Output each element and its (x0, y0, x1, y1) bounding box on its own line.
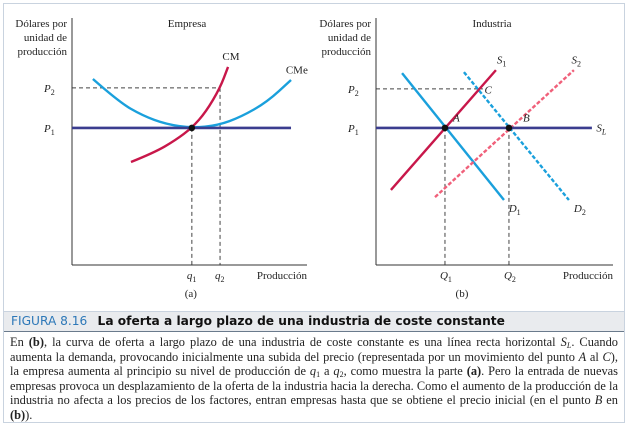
caption-text-segment: q (333, 364, 340, 379)
x-tick-label: q2 (215, 270, 225, 284)
x-tick-label: Q2 (504, 270, 516, 284)
caption-text-segment: ), la empresa aumenta al principio su ni… (10, 349, 618, 379)
series-cm (130, 66, 230, 164)
figure-title: La oferta a largo plazo de una industria… (97, 314, 505, 328)
chart-panel-b: S1 S2 C A B SL D1 D2 P2 P1 Q1 Q2 Industria Dólares po… (319, 18, 613, 300)
caption-text-segment: (a) (466, 364, 482, 379)
x-axis-label: Producción (257, 270, 308, 282)
y-axis-label: unidad de (328, 32, 371, 44)
chart-panel-a: CM CMe P2 P1 q1 q2 Empresa Dólares por unidad de… (15, 18, 308, 300)
curve-label: CM (222, 51, 239, 63)
y-tick-label: P2 (43, 83, 55, 97)
caption-text-segment: al (586, 349, 603, 364)
caption-text-segment: en (602, 393, 618, 408)
panel-label: (a) (185, 288, 198, 300)
caption-body: En (b), la curva de oferta a largo plazo… (10, 335, 618, 423)
caption-text-segment: (b) (10, 407, 26, 422)
caption-text-segment: a (320, 364, 334, 379)
caption-text-segment: En (10, 335, 29, 349)
caption-text-segment: . Pero la entrada de nuevas empresas pro… (10, 364, 618, 408)
y-tick-label: P1 (347, 123, 359, 137)
x-tick-label: Q1 (440, 270, 452, 284)
caption-text-segment: A (578, 349, 587, 364)
y-tick-label: P1 (43, 123, 55, 137)
y-tick-label: P2 (347, 84, 359, 98)
x-tick-label: q1 (187, 270, 197, 284)
caption-text-segment: . Cuando aumenta la demanda, provocando … (10, 335, 618, 364)
caption-header: FIGURA 8.16 La oferta a largo plazo de u… (4, 311, 624, 332)
y-axis-label: producción (322, 46, 372, 58)
curve-label: CMe (286, 65, 308, 77)
figure-charts: CM CMe P2 P1 q1 q2 Empresa Dólares por unidad de… (15, 18, 613, 300)
series-d2 (462, 71, 570, 201)
equilibrium-point-b (505, 124, 513, 132)
chart-title: Industria (472, 18, 511, 30)
caption-text-segment: , la curva de oferta a largo plazo de un… (43, 335, 561, 349)
y-axis-label: producción (18, 46, 68, 58)
curve-label: D2 (573, 203, 586, 217)
equilibrium-point-a (441, 124, 449, 132)
x-axis-label: Producción (563, 270, 614, 282)
curve-label: D1 (508, 203, 521, 217)
equilibrium-point (188, 124, 196, 132)
figure-number: FIGURA 8.16 (11, 314, 88, 328)
caption-text-segment: 1 (316, 370, 321, 380)
y-axis-label: Dólares por (15, 18, 67, 30)
caption-text-segment: C (602, 349, 611, 364)
y-axis-label: Dólares por (319, 18, 371, 30)
series-s2 (434, 69, 575, 198)
series-cme (92, 78, 292, 129)
curve-label: B (523, 113, 530, 125)
chart-title: Empresa (168, 18, 207, 30)
y-axis-label: unidad de (24, 32, 67, 44)
caption-text-segment: (b) (28, 335, 44, 349)
series-d1 (401, 72, 505, 201)
curve-label: S1 (497, 55, 507, 69)
curve-label: SL (596, 123, 607, 137)
caption-text-segment: 2 (339, 370, 344, 380)
caption-text-segment: S (560, 335, 567, 349)
caption-text-segment: , como muestra la parte (343, 364, 467, 379)
curve-label: A (452, 113, 460, 125)
caption-text-segment: ). (25, 407, 33, 422)
figure-frame (3, 3, 625, 423)
caption-text-segment: q (309, 364, 317, 379)
curve-label: S2 (572, 55, 582, 69)
panel-label: (b) (456, 288, 469, 300)
caption-text-segment: B (594, 393, 603, 408)
caption-text-segment: L (566, 341, 572, 350)
curve-label: C (485, 84, 493, 96)
